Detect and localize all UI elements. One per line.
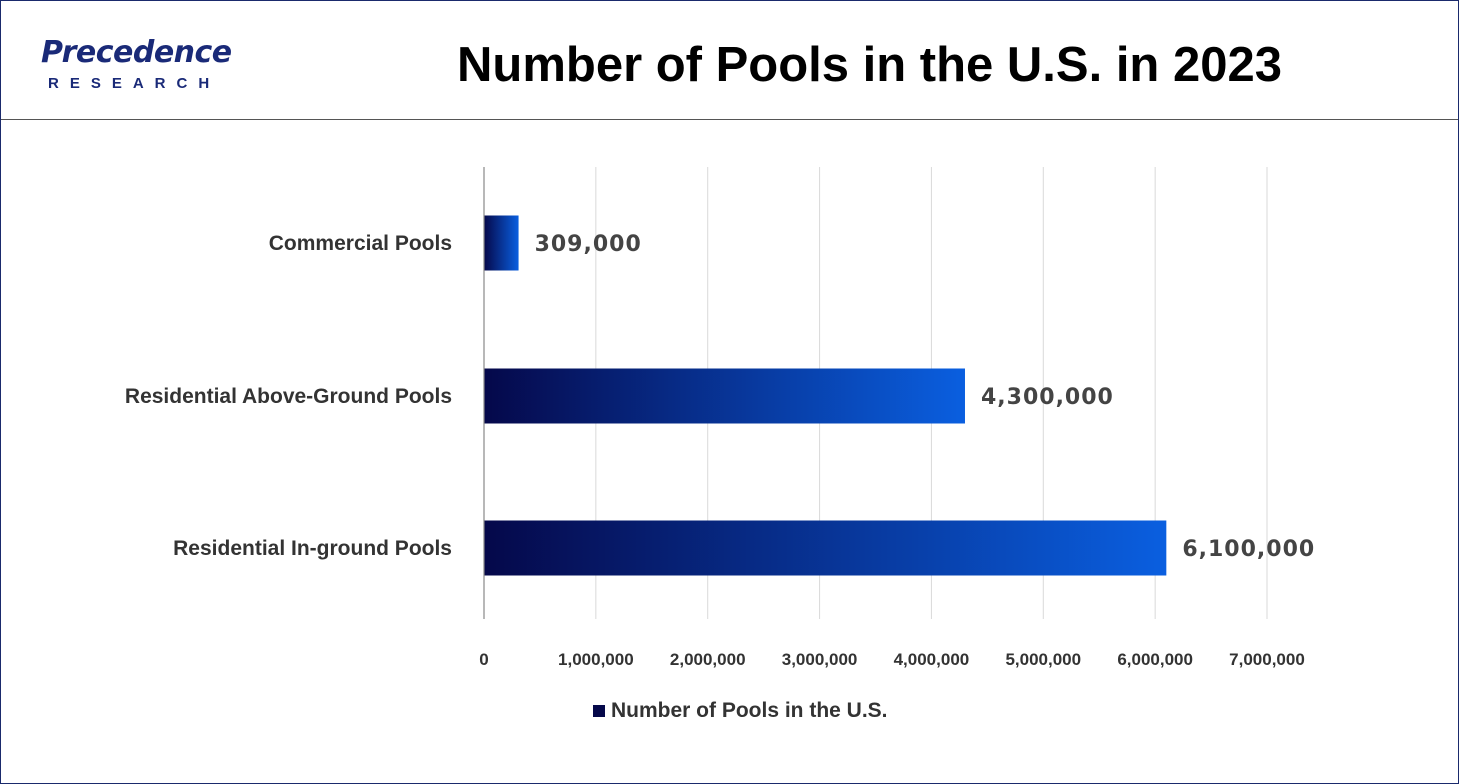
data-label: 4,300,000 (981, 385, 1114, 410)
header: Precedence RESEARCH Number of Pools in t… (1, 1, 1458, 120)
x-tick-label: 6,000,000 (1117, 650, 1193, 669)
x-tick-label: 1,000,000 (558, 650, 634, 669)
logo-word: recedence (61, 35, 233, 70)
legend-label: Number of Pools in the U.S. (611, 699, 888, 722)
bar-chart: 0 1,000,000 2,000,000 3,000,000 4,000,000 5,0… (125, 167, 1315, 669)
logo-initial: P (41, 35, 62, 70)
logo-subtitle: RESEARCH (48, 75, 221, 92)
category-label: Residential Above-Ground Pools (125, 385, 452, 408)
x-axis: 0 1,000,000 2,000,000 3,000,000 4,000,000 5,0… (479, 167, 1305, 669)
x-tick-label: 0 (479, 650, 488, 669)
chart-title: Number of Pools in the U.S. in 2023 (457, 38, 1282, 92)
labels: Commercial Pools 309,000 Residential Above… (125, 232, 1315, 562)
x-tick-label: 4,000,000 (894, 650, 970, 669)
data-label: 309,000 (535, 232, 642, 257)
x-tick-label: 5,000,000 (1005, 650, 1081, 669)
bar (484, 215, 519, 271)
bar (484, 520, 1167, 576)
precedence-research-logo: Precedence RESEARCH (41, 35, 256, 95)
bar (484, 368, 965, 424)
category-label: Residential In-ground Pools (173, 537, 452, 560)
x-tick-label: 2,000,000 (670, 650, 746, 669)
category-label: Commercial Pools (269, 232, 452, 255)
x-tick-label: 7,000,000 (1229, 650, 1305, 669)
legend: Number of Pools in the U.S. (593, 698, 888, 724)
legend-swatch (593, 705, 605, 717)
x-tick-label: 3,000,000 (782, 650, 858, 669)
bars (484, 215, 1167, 576)
data-label: 6,100,000 (1182, 537, 1315, 562)
